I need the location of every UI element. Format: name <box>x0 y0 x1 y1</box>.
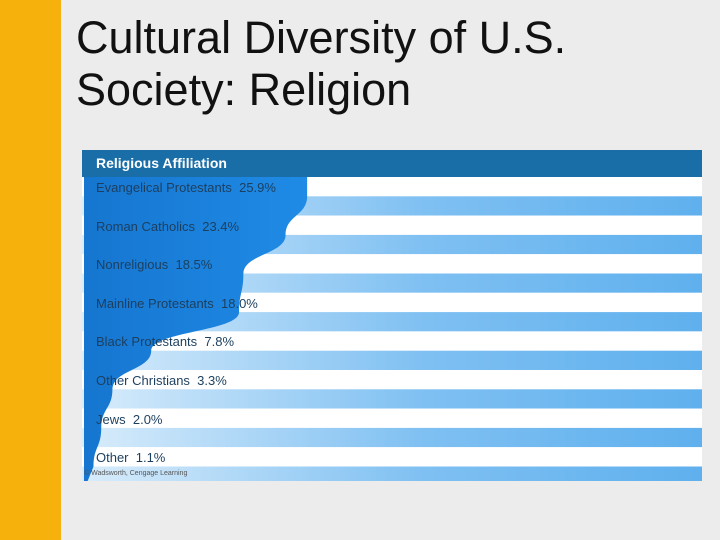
chart-credit: © Wadsworth, Cengage Learning <box>84 470 188 477</box>
row-band-light <box>82 331 702 351</box>
row-label: Other 1.1% <box>96 450 165 465</box>
row-label: Nonreligious 18.5% <box>96 257 212 272</box>
category-name: Nonreligious <box>96 257 169 273</box>
affiliation-area <box>84 177 308 481</box>
religious-affiliation-chart: Religious Affiliation Evangelical Protes… <box>82 150 702 481</box>
accent-side-bar <box>0 0 61 540</box>
slide-title-line-2: Society: Religion <box>76 64 412 115</box>
row-label: Other Christians 3.3% <box>96 373 227 388</box>
category-value: 23.4% <box>195 218 240 234</box>
row-label: Roman Catholics 23.4% <box>96 219 239 234</box>
category-value: 1.1% <box>128 450 166 466</box>
row-band-stripe <box>82 427 702 448</box>
row-label: Mainline Protestants 18.0% <box>96 296 258 311</box>
slide-title-line-1: Cultural Diversity of U.S. <box>76 12 567 63</box>
slide-title: Cultural Diversity of U.S. Society: Reli… <box>76 12 696 116</box>
row-label: Black Protestants 7.8% <box>96 334 234 349</box>
category-name: Mainline Protestants <box>96 295 214 311</box>
row-band-light <box>82 370 702 390</box>
category-name: Other Christians <box>96 373 190 388</box>
category-name: Jews <box>96 411 126 427</box>
category-name: Other <box>96 450 129 466</box>
category-name: Evangelical Protestants <box>96 180 232 195</box>
category-value: 3.3% <box>189 373 227 388</box>
chart-title: Religious Affiliation <box>96 155 227 171</box>
category-value: 18.0% <box>213 295 258 311</box>
row-label: Jews 2.0% <box>96 412 162 427</box>
category-name: Black Protestants <box>96 334 198 350</box>
row-band-stripe <box>82 350 702 370</box>
category-value: 18.5% <box>168 257 213 273</box>
category-value: 2.0% <box>125 411 163 427</box>
row-label: Evangelical Protestants 25.9% <box>96 180 276 195</box>
category-value: 25.9% <box>231 180 276 195</box>
category-value: 7.8% <box>197 334 235 350</box>
row-band-stripe <box>82 389 702 409</box>
chart-canvas <box>82 177 702 481</box>
category-name: Roman Catholics <box>96 218 195 234</box>
row-band-light <box>82 447 702 467</box>
row-band-stripe <box>82 466 702 481</box>
chart-header: Religious Affiliation <box>82 150 702 177</box>
row-band-light <box>82 408 702 428</box>
